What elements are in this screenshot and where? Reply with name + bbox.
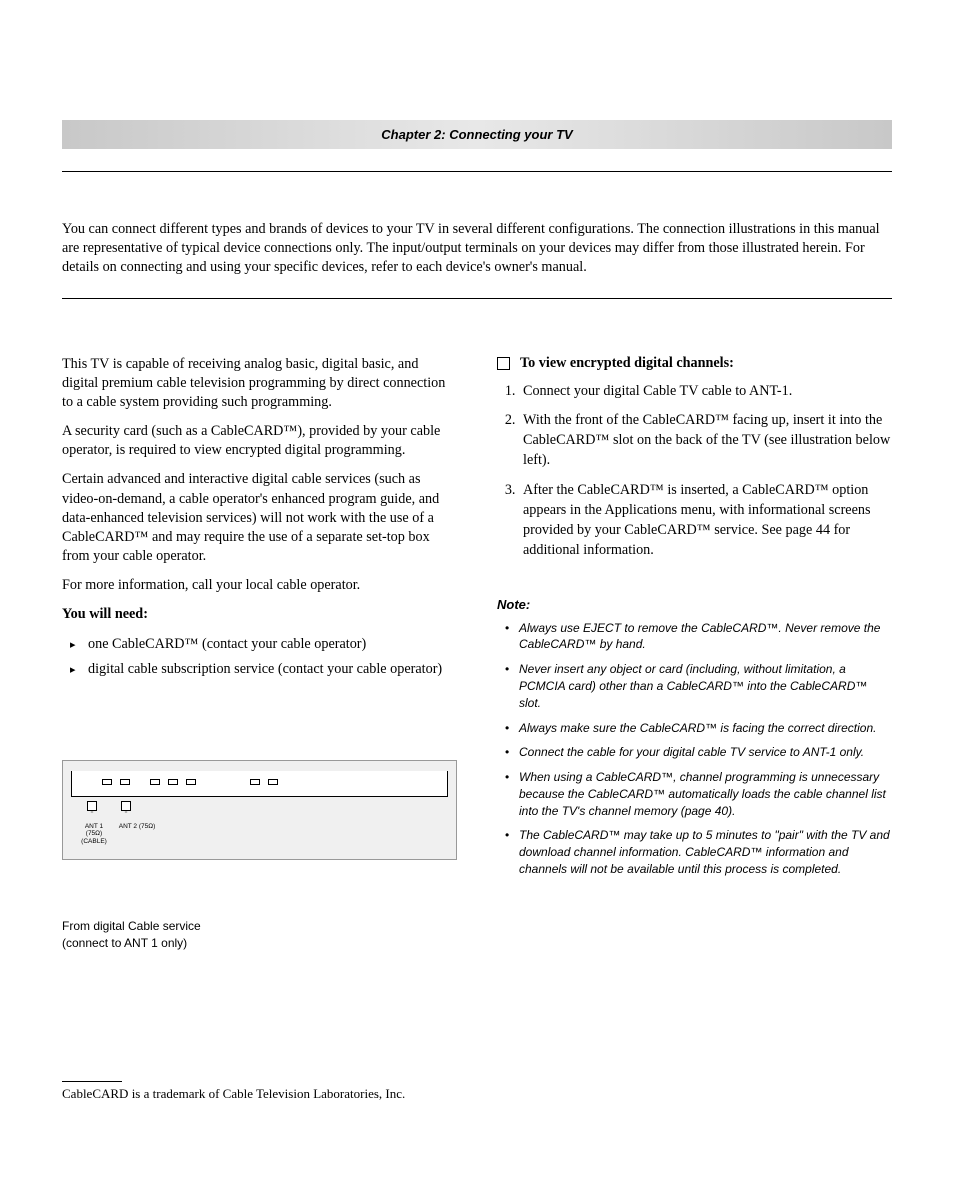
footnote: CableCARD is a trademark of Cable Televi…	[62, 1086, 892, 1102]
port-icon	[120, 779, 130, 785]
you-will-need-heading: You will need:	[62, 605, 457, 624]
checkbox-icon	[497, 357, 510, 370]
list-item: The CableCARD™ may take up to 5 minutes …	[509, 827, 892, 877]
port-icon	[102, 779, 112, 785]
header-rule	[62, 171, 892, 172]
page: Chapter 2: Connecting your TV You can co…	[0, 0, 954, 1162]
footnote-rule	[62, 1081, 122, 1082]
ant2-label: ANT 2 (75Ω)	[117, 823, 157, 830]
list-item: one CableCARD™ (contact your cable opera…	[84, 635, 457, 655]
ant1-connector-icon: ≡	[87, 801, 97, 819]
diagram-block: ≡ ≡ ANT 1 (75Ω)(CABLE) ANT 2 (75Ω) From …	[62, 760, 457, 950]
ant1-label: ANT 1 (75Ω)(CABLE)	[77, 823, 111, 844]
body-text: Certain advanced and interactive digital…	[62, 470, 457, 566]
intro-paragraph: You can connect different types and bran…	[62, 220, 892, 278]
port-icon	[168, 779, 178, 785]
steps-list: Connect your digital Cable TV cable to A…	[497, 382, 892, 561]
note-block: Note: Always use EJECT to remove the Cab…	[497, 597, 892, 878]
body-text: This TV is capable of receiving analog b…	[62, 355, 457, 413]
port-icon	[268, 779, 278, 785]
tv-outline	[71, 771, 448, 797]
tv-back-diagram: ≡ ≡ ANT 1 (75Ω)(CABLE) ANT 2 (75Ω)	[62, 760, 457, 860]
section-rule	[62, 298, 892, 299]
port-icon	[150, 779, 160, 785]
list-item: After the CableCARD™ is inserted, a Cabl…	[519, 481, 892, 561]
notes-list: Always use EJECT to remove the CableCARD…	[497, 620, 892, 878]
body-text: For more information, call your local ca…	[62, 576, 457, 595]
port-icon	[186, 779, 196, 785]
body-text: A security card (such as a CableCARD™), …	[62, 422, 457, 460]
list-item: Connect the cable for your digital cable…	[509, 744, 892, 761]
needs-list: one CableCARD™ (contact your cable opera…	[62, 635, 457, 681]
chapter-header: Chapter 2: Connecting your TV	[62, 120, 892, 149]
list-item: Never insert any object or card (includi…	[509, 661, 892, 711]
list-item: Always make sure the CableCARD™ is facin…	[509, 720, 892, 737]
list-item: With the front of the CableCARD™ facing …	[519, 411, 892, 471]
two-column-layout: This TV is capable of receiving analog b…	[62, 355, 892, 951]
note-title: Note:	[497, 597, 892, 612]
port-icon	[250, 779, 260, 785]
ant2-connector-icon: ≡	[121, 801, 131, 819]
right-column: To view encrypted digital channels: Conn…	[497, 355, 892, 951]
diagram-caption: From digital Cable service (connect to A…	[62, 918, 457, 950]
list-item: Connect your digital Cable TV cable to A…	[519, 382, 892, 402]
list-item: When using a CableCARD™, channel program…	[509, 769, 892, 819]
procedure-title: To view encrypted digital channels:	[520, 355, 734, 372]
left-column: This TV is capable of receiving analog b…	[62, 355, 457, 951]
list-item: digital cable subscription service (cont…	[84, 660, 457, 680]
list-item: Always use EJECT to remove the CableCARD…	[509, 620, 892, 654]
procedure-heading: To view encrypted digital channels:	[497, 355, 892, 372]
